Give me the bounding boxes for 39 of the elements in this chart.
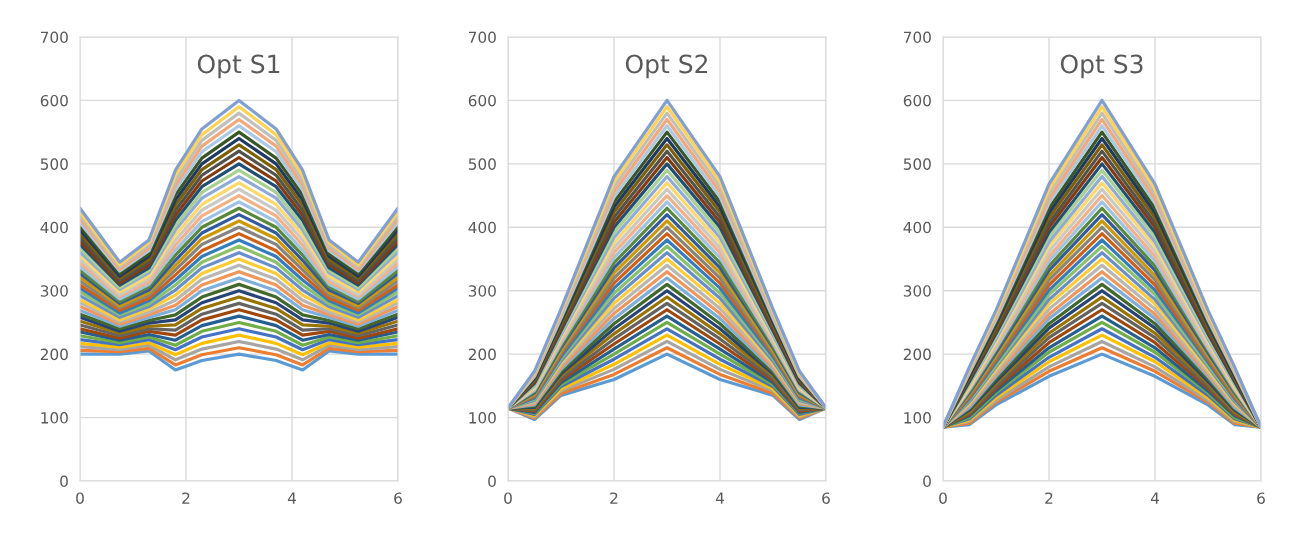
y-tick-label: 400 — [903, 221, 931, 234]
x-tick-label: 6 — [1257, 492, 1265, 504]
y-tick-label: 0 — [60, 475, 68, 488]
y-tick-label: 100 — [904, 412, 931, 424]
y-tick-label: 0 — [923, 475, 931, 488]
x-tick-label: 4 — [287, 492, 296, 504]
y-tick-label: 600 — [903, 94, 931, 107]
y-tick-label: 500 — [468, 158, 496, 170]
y-tick-label: 200 — [468, 348, 496, 361]
x-tick-label: 2 — [1045, 492, 1053, 504]
y-tick-label: 600 — [40, 94, 68, 107]
x-tick-label: 2 — [182, 492, 190, 504]
y-tick-label: 400 — [40, 221, 68, 234]
text: Opt S2 — [625, 54, 708, 79]
y-tick-label: 700 — [903, 31, 931, 44]
y-tick-label: 700 — [40, 31, 68, 44]
x-tick-label: 4 — [715, 492, 724, 504]
y-tick-label: 300 — [40, 285, 68, 297]
y-tick-label: 300 — [468, 285, 496, 297]
x-tick-label: 2 — [610, 492, 618, 504]
y-tick-label: 500 — [903, 158, 931, 170]
x-tick-label: 0 — [939, 492, 947, 504]
y-tick-label: 700 — [468, 31, 496, 44]
text: Opt S3 — [1060, 54, 1143, 79]
x-tick-label: 0 — [504, 492, 512, 504]
x-tick-label: 6 — [822, 492, 830, 504]
y-tick-label: 400 — [468, 221, 496, 234]
y-tick-label: 200 — [903, 348, 931, 361]
text: Opt S1 — [197, 54, 280, 79]
x-tick-label: 0 — [76, 492, 84, 504]
x-tick-label: 6 — [394, 492, 402, 504]
y-tick-label: 100 — [469, 412, 496, 424]
y-tick-label: 100 — [41, 412, 68, 424]
y-tick-label: 300 — [903, 285, 931, 297]
y-tick-label: 200 — [40, 348, 68, 361]
y-tick-label: 600 — [468, 94, 496, 107]
x-tick-label: 4 — [1150, 492, 1159, 504]
y-tick-label: 0 — [488, 475, 496, 488]
y-tick-label: 500 — [40, 158, 68, 170]
